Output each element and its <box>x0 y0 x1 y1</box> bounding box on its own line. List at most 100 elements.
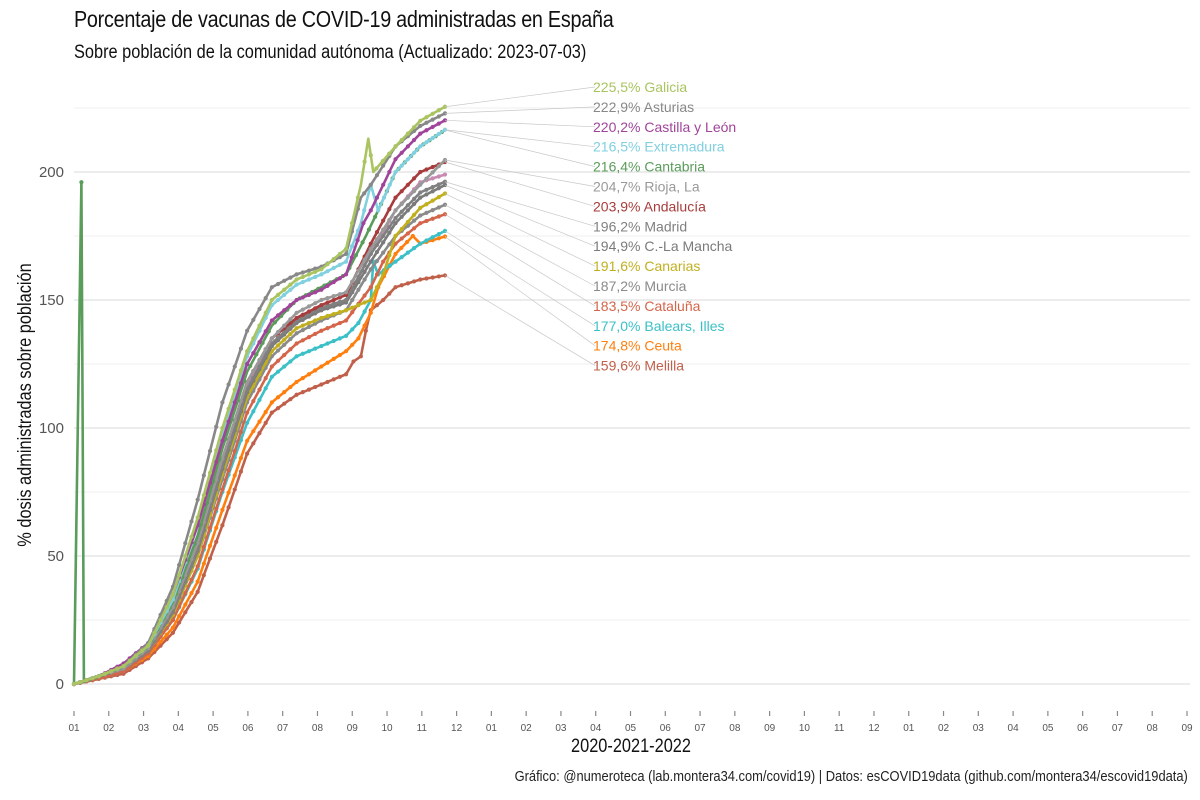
data-point <box>362 323 367 328</box>
data-point <box>319 364 324 369</box>
data-point <box>282 329 287 335</box>
data-point <box>362 263 367 268</box>
data-point <box>387 291 392 296</box>
data-point <box>353 253 359 258</box>
data-point <box>282 278 287 283</box>
data-point <box>272 320 278 325</box>
data-point <box>393 259 398 264</box>
data-point <box>226 382 231 387</box>
data-point <box>214 459 219 465</box>
data-point <box>195 515 200 520</box>
x-tick-label: 02 <box>938 723 950 734</box>
label-leader-line <box>444 129 596 167</box>
data-point <box>405 195 410 200</box>
data-point <box>313 266 318 271</box>
data-point <box>393 215 398 221</box>
data-point <box>343 259 349 264</box>
data-point <box>362 191 367 196</box>
data-point <box>207 470 213 475</box>
data-point <box>374 237 380 242</box>
data-point <box>269 374 274 379</box>
data-point <box>195 589 200 594</box>
data-point <box>411 125 417 130</box>
data-point <box>424 140 429 145</box>
data-point <box>201 561 206 566</box>
data-point <box>300 279 305 285</box>
data-point <box>418 195 423 200</box>
series-label: 177,0% Balears, Illes <box>593 318 725 334</box>
data-point <box>275 395 281 400</box>
x-tick-label: 09 <box>347 723 359 734</box>
data-point <box>436 182 441 187</box>
data-point <box>399 214 404 219</box>
y-axis-ticks: 0 50 100 150 200 <box>39 164 64 693</box>
data-point <box>331 294 336 299</box>
data-point <box>232 400 237 405</box>
data-point <box>189 599 194 605</box>
data-point <box>282 342 287 347</box>
data-point <box>405 281 410 286</box>
data-point <box>257 419 262 424</box>
data-point <box>232 364 237 369</box>
x-tick-label: 01 <box>68 723 80 734</box>
data-point <box>368 246 373 251</box>
data-point <box>288 317 293 322</box>
data-point <box>436 108 441 113</box>
series-lines <box>71 104 448 687</box>
data-point <box>257 358 262 363</box>
data-point <box>355 238 360 243</box>
data-point <box>319 382 324 387</box>
label-leader-line <box>444 230 596 327</box>
data-point <box>220 438 225 443</box>
series-label: 196,2% Madrid <box>593 218 687 234</box>
data-point <box>325 300 330 305</box>
data-point <box>306 292 312 297</box>
data-point <box>418 205 423 210</box>
data-point <box>319 303 324 308</box>
data-point <box>362 300 367 305</box>
data-point <box>275 406 281 411</box>
data-point <box>220 523 225 528</box>
data-point <box>275 329 281 335</box>
data-point <box>381 227 386 232</box>
data-point <box>306 387 312 392</box>
data-point <box>313 368 318 373</box>
data-point <box>201 573 206 578</box>
data-point <box>361 221 366 226</box>
data-point <box>430 111 435 116</box>
data-point <box>436 121 441 126</box>
data-point <box>430 176 435 181</box>
data-point <box>418 169 423 175</box>
data-point <box>356 287 361 292</box>
data-point <box>183 602 188 607</box>
data-point <box>381 182 386 187</box>
data-point <box>177 573 182 578</box>
series-label: 204,7% Rioja, La <box>593 179 700 195</box>
series-label: 203,9% Andalucía <box>593 198 706 214</box>
data-point <box>300 307 305 312</box>
data-point <box>257 306 262 312</box>
data-point <box>263 352 268 358</box>
data-point <box>251 368 256 374</box>
data-point <box>380 158 385 164</box>
x-tick-label: 07 <box>277 723 289 734</box>
data-point <box>275 348 281 353</box>
x-tick-label: 02 <box>103 723 115 734</box>
data-point <box>263 375 268 381</box>
data-point <box>411 279 417 284</box>
y-tick-label: 200 <box>39 164 64 181</box>
data-point <box>436 274 441 279</box>
series-line <box>72 229 447 686</box>
data-point <box>405 250 410 255</box>
data-point <box>313 306 318 311</box>
data-point <box>275 369 281 374</box>
data-point <box>399 226 404 232</box>
data-point <box>245 438 250 443</box>
data-point <box>325 326 330 331</box>
data-point <box>251 409 256 414</box>
data-point <box>411 246 417 251</box>
data-point <box>337 320 342 326</box>
label-leader-line <box>444 193 596 267</box>
data-point <box>275 281 281 287</box>
data-point <box>300 338 305 343</box>
